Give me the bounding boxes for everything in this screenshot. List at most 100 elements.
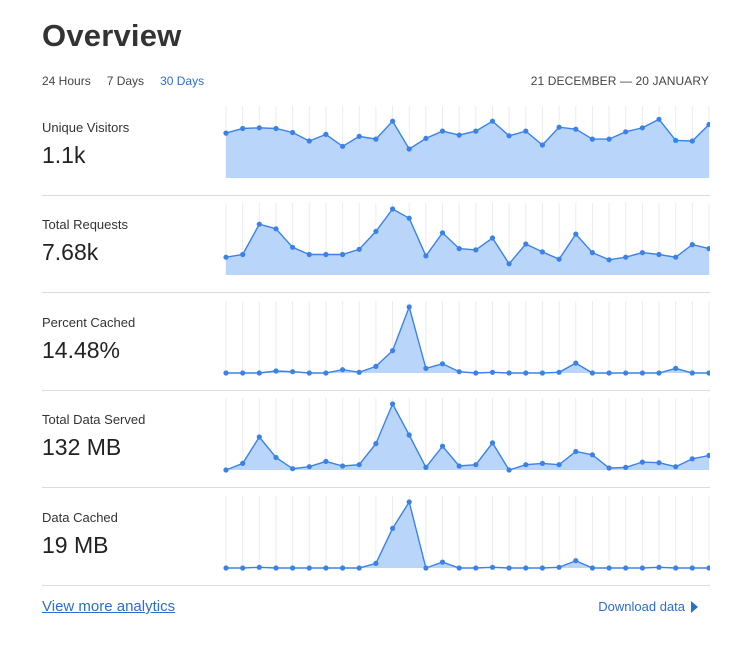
data-point [240, 251, 246, 258]
series-line [225, 402, 710, 471]
data-point [290, 565, 296, 571]
data-point [656, 460, 662, 466]
data-point [423, 253, 429, 259]
metric-value: 1.1k [42, 142, 86, 168]
data-point [606, 257, 612, 263]
sparkline-total-data-served [223, 398, 710, 473]
data-point [556, 369, 562, 375]
data-point [340, 463, 346, 469]
data-point [589, 136, 595, 142]
data-point [539, 460, 545, 466]
data-point [639, 459, 645, 465]
data-point [256, 370, 262, 376]
data-point [290, 369, 296, 375]
metric-label: Total Requests [42, 217, 128, 232]
data-point [606, 136, 612, 142]
data-point [689, 138, 695, 144]
data-point [556, 256, 562, 262]
data-point [439, 443, 446, 449]
data-point [489, 118, 496, 124]
data-point [539, 142, 545, 148]
data-point [506, 565, 512, 571]
data-point [589, 370, 595, 376]
data-point [406, 499, 412, 505]
data-point [623, 565, 629, 571]
data-point [456, 463, 462, 469]
data-point [639, 250, 645, 256]
data-point [623, 464, 629, 470]
data-point [306, 370, 312, 376]
data-point [706, 246, 710, 252]
series-area [226, 209, 709, 275]
data-point [256, 434, 262, 440]
data-point [673, 565, 679, 571]
data-point [656, 116, 662, 122]
metric-percent-cached: Percent Cached 14.48% [42, 295, 710, 393]
data-point [290, 244, 296, 250]
data-point [306, 565, 312, 571]
data-point [323, 565, 329, 571]
data-point [423, 135, 429, 141]
data-point [539, 565, 545, 571]
data-point [673, 365, 679, 371]
data-point [223, 565, 229, 571]
data-point [306, 138, 312, 144]
data-point [489, 564, 496, 570]
data-point [673, 464, 679, 470]
series-line [226, 304, 709, 374]
data-point [473, 462, 479, 468]
sparkline-total-requests [223, 203, 710, 275]
metric-value: 7.68k [42, 239, 99, 265]
data-point [340, 143, 346, 149]
data-point [456, 369, 462, 375]
metric-data-cached: Data Cached 19 MB [42, 490, 710, 588]
metric-value: 19 MB [42, 532, 109, 558]
tab-30-days[interactable]: 30 Days [160, 74, 205, 88]
data-point [356, 565, 362, 571]
data-point [223, 467, 229, 473]
data-point [373, 441, 379, 447]
data-point [573, 231, 579, 237]
date-range-label: 21 DECEMBER — 20 JANUARY [530, 74, 709, 88]
data-point [689, 565, 695, 571]
data-point [489, 440, 496, 446]
data-point [306, 251, 312, 258]
data-point [689, 242, 695, 248]
data-point [589, 250, 595, 256]
data-point [290, 129, 296, 136]
data-point [523, 565, 529, 571]
caret-right-icon [691, 600, 698, 613]
data-point [439, 230, 446, 236]
data-point [639, 125, 645, 131]
download-data-button[interactable]: Download data [598, 599, 698, 614]
data-point [223, 254, 229, 260]
tab-7-days[interactable]: 7 Days [106, 74, 145, 88]
view-more-analytics-link[interactable]: View more analytics [42, 598, 176, 615]
data-point [523, 370, 529, 376]
metric-label: Total Data Served [42, 412, 146, 427]
series-area [226, 307, 709, 373]
data-point [573, 126, 579, 132]
metric-label: Percent Cached [42, 315, 136, 330]
metric-label: Unique Visitors [42, 120, 130, 135]
data-point [390, 348, 396, 354]
data-point [356, 133, 362, 139]
time-range-tabs: 24 Hours 7 Days 30 Days [42, 74, 204, 88]
data-point [623, 254, 629, 260]
data-point [256, 221, 262, 227]
data-point [539, 370, 545, 376]
data-point [406, 146, 412, 152]
data-point [489, 369, 496, 375]
series-line [225, 208, 710, 265]
metric-unique-visitors: Unique Visitors 1.1k [42, 100, 710, 198]
data-point [340, 367, 346, 373]
data-point [423, 365, 429, 371]
data-point [706, 370, 710, 376]
divider [42, 195, 710, 196]
data-point [406, 215, 412, 221]
tab-24-hours[interactable]: 24 Hours [42, 74, 91, 88]
data-point [273, 226, 279, 232]
data-point [223, 130, 229, 136]
data-point [323, 251, 329, 258]
data-point [323, 370, 329, 376]
